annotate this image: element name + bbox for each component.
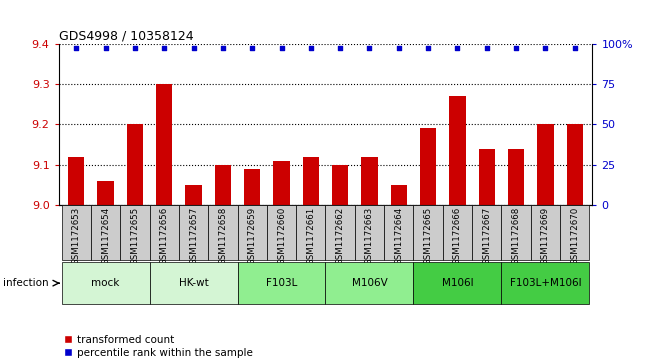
Point	[130, 45, 140, 51]
FancyBboxPatch shape	[120, 205, 150, 260]
Bar	[361, 156, 378, 363]
Bar	[98, 181, 113, 363]
FancyBboxPatch shape	[413, 262, 501, 304]
FancyBboxPatch shape	[62, 205, 91, 260]
Text: M106V: M106V	[352, 278, 387, 288]
FancyBboxPatch shape	[472, 205, 501, 260]
Text: HK-wt: HK-wt	[178, 278, 208, 288]
Text: GSM1172666: GSM1172666	[453, 207, 462, 265]
FancyBboxPatch shape	[355, 205, 384, 260]
Point	[423, 45, 434, 51]
Text: GDS4998 / 10358124: GDS4998 / 10358124	[59, 29, 193, 42]
Point	[365, 45, 375, 51]
Bar	[449, 96, 465, 363]
FancyBboxPatch shape	[501, 262, 589, 304]
Point	[452, 45, 463, 51]
FancyBboxPatch shape	[208, 205, 238, 260]
Legend: transformed count, percentile rank within the sample: transformed count, percentile rank withi…	[64, 335, 253, 358]
FancyBboxPatch shape	[326, 262, 413, 304]
Bar	[538, 124, 553, 363]
Text: GSM1172661: GSM1172661	[307, 207, 315, 265]
Point	[159, 45, 169, 51]
Bar	[303, 156, 319, 363]
Text: GSM1172663: GSM1172663	[365, 207, 374, 265]
Bar	[332, 165, 348, 363]
FancyBboxPatch shape	[267, 205, 296, 260]
Text: GSM1172659: GSM1172659	[247, 207, 256, 265]
Point	[71, 45, 81, 51]
Text: mock: mock	[91, 278, 120, 288]
FancyBboxPatch shape	[501, 205, 531, 260]
FancyBboxPatch shape	[238, 205, 267, 260]
FancyBboxPatch shape	[150, 205, 179, 260]
Text: GSM1172670: GSM1172670	[570, 207, 579, 265]
FancyBboxPatch shape	[443, 205, 472, 260]
FancyBboxPatch shape	[413, 205, 443, 260]
FancyBboxPatch shape	[62, 262, 150, 304]
FancyBboxPatch shape	[91, 205, 120, 260]
Bar	[508, 148, 524, 363]
Point	[188, 45, 199, 51]
Text: F103L: F103L	[266, 278, 298, 288]
Point	[276, 45, 286, 51]
Point	[217, 45, 228, 51]
Text: GSM1172665: GSM1172665	[424, 207, 433, 265]
Bar	[215, 165, 231, 363]
Bar	[478, 148, 495, 363]
Bar	[127, 124, 143, 363]
Bar	[420, 129, 436, 363]
Text: F103L+M106I: F103L+M106I	[510, 278, 581, 288]
Text: GSM1172664: GSM1172664	[395, 207, 404, 265]
Point	[570, 45, 580, 51]
Bar	[391, 185, 407, 363]
Text: GSM1172654: GSM1172654	[101, 207, 110, 265]
FancyBboxPatch shape	[296, 205, 326, 260]
Text: GSM1172653: GSM1172653	[72, 207, 81, 265]
FancyBboxPatch shape	[384, 205, 413, 260]
Point	[247, 45, 257, 51]
Bar	[68, 156, 84, 363]
FancyBboxPatch shape	[560, 205, 589, 260]
FancyBboxPatch shape	[531, 205, 560, 260]
Point	[394, 45, 404, 51]
Bar	[244, 169, 260, 363]
Point	[511, 45, 521, 51]
Text: GSM1172657: GSM1172657	[189, 207, 198, 265]
Text: M106I: M106I	[441, 278, 473, 288]
Text: GSM1172660: GSM1172660	[277, 207, 286, 265]
Point	[482, 45, 492, 51]
FancyBboxPatch shape	[179, 205, 208, 260]
Bar	[567, 124, 583, 363]
Text: GSM1172669: GSM1172669	[541, 207, 550, 265]
FancyBboxPatch shape	[150, 262, 238, 304]
Point	[335, 45, 346, 51]
Bar	[156, 84, 173, 363]
Text: GSM1172668: GSM1172668	[512, 207, 521, 265]
Text: GSM1172658: GSM1172658	[218, 207, 227, 265]
FancyBboxPatch shape	[326, 205, 355, 260]
Text: infection: infection	[3, 278, 49, 288]
Point	[305, 45, 316, 51]
Text: GSM1172662: GSM1172662	[336, 207, 344, 265]
Bar	[273, 161, 290, 363]
Text: GSM1172655: GSM1172655	[130, 207, 139, 265]
Text: GSM1172656: GSM1172656	[159, 207, 169, 265]
Point	[100, 45, 111, 51]
Text: GSM1172667: GSM1172667	[482, 207, 492, 265]
Point	[540, 45, 551, 51]
FancyBboxPatch shape	[238, 262, 326, 304]
Bar	[186, 185, 202, 363]
